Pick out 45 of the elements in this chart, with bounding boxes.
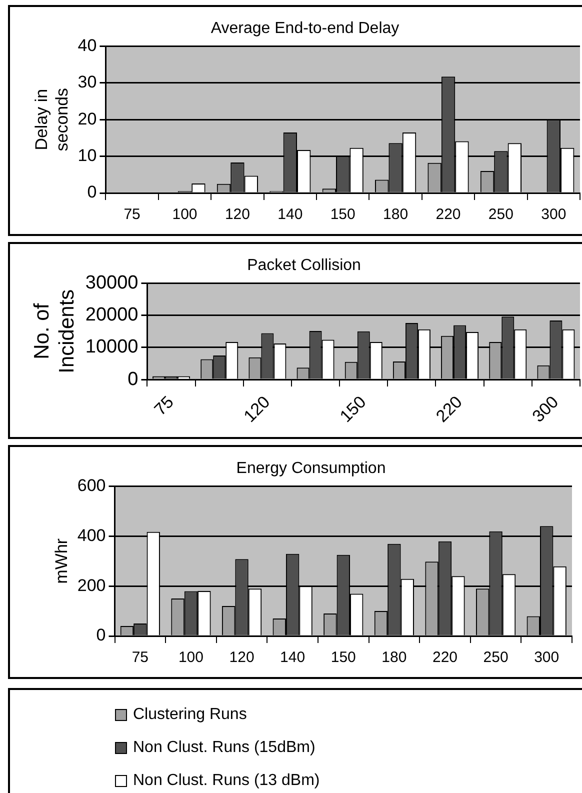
x-tick-label: 300 xyxy=(528,392,562,426)
chart-title: Average End-to-end Delay xyxy=(210,20,400,38)
y-tick-label: 400 xyxy=(77,526,106,545)
legend-label: Clustering Runs xyxy=(133,706,247,724)
x-tick-label: 220 xyxy=(432,392,466,426)
y-tick-label: 20 xyxy=(78,109,97,128)
y-tick-label: 0 xyxy=(87,182,97,202)
chart-title: Energy Consumption xyxy=(236,460,386,478)
x-tick-label: 120 xyxy=(229,649,254,666)
y-tick-label: 10 xyxy=(78,146,97,165)
x-tick-label: 140 xyxy=(280,649,306,666)
x-tick-label: 220 xyxy=(432,649,458,666)
x-tick-label: 120 xyxy=(224,206,250,224)
y-tick-label: 0 xyxy=(96,626,106,645)
y-axis-title: Delay in seconds xyxy=(32,88,72,152)
x-tick-label: 100 xyxy=(172,206,198,224)
legend-label: Non Clust. Runs (15dBm) xyxy=(133,738,316,756)
x-tick-label: 180 xyxy=(383,206,408,224)
x-tick-label: 220 xyxy=(436,206,461,224)
y-tick-label: 40 xyxy=(78,36,97,55)
x-tick-label: 150 xyxy=(336,392,370,426)
x-tick-label: 250 xyxy=(483,649,508,666)
x-tick-label: 180 xyxy=(382,649,407,666)
y-tick-label: 200 xyxy=(77,576,106,595)
y-tick-label: 30000 xyxy=(85,272,138,294)
x-tick-label: 140 xyxy=(278,206,303,224)
x-tick-label: 300 xyxy=(534,649,560,666)
y-tick-label: 600 xyxy=(77,476,106,495)
chart-title: Packet Collision xyxy=(247,257,361,274)
x-tick-label: 100 xyxy=(178,649,204,666)
x-tick-label: 75 xyxy=(124,206,140,224)
x-tick-label: 75 xyxy=(132,649,149,666)
x-tick-label: 150 xyxy=(330,649,356,666)
x-tick-label: 300 xyxy=(541,206,566,224)
y-axis-title: mWhr xyxy=(52,538,71,584)
x-tick-label: 120 xyxy=(240,392,274,426)
y-tick-label: 30 xyxy=(78,72,97,92)
x-tick-label: 250 xyxy=(488,206,514,224)
x-tick-label: 75 xyxy=(150,392,178,420)
x-tick-label: 150 xyxy=(330,206,356,224)
y-tick-label: 20000 xyxy=(85,304,138,326)
y-axis-title: No. of Incidents xyxy=(30,289,79,374)
legend-label: Non Clust. Runs (13 dBm) xyxy=(133,772,320,790)
y-tick-label: 10000 xyxy=(85,336,138,358)
y-tick-label: 0 xyxy=(128,368,138,390)
